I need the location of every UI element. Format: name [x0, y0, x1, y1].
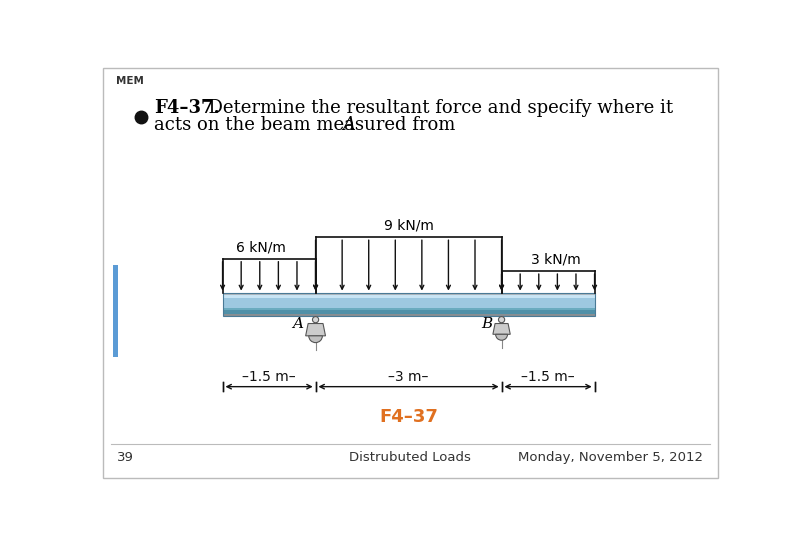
Text: Determine the resultant force and specify where it: Determine the resultant force and specif… — [197, 99, 673, 117]
Text: –1.5 m–: –1.5 m– — [242, 370, 296, 384]
Text: 3 kN/m: 3 kN/m — [531, 253, 581, 267]
Bar — [223, 310, 594, 314]
Text: MEM: MEM — [115, 76, 143, 85]
Text: A: A — [342, 116, 355, 133]
Text: F4–37: F4–37 — [379, 408, 438, 426]
Text: Distrubuted Loads: Distrubuted Loads — [349, 451, 471, 464]
Text: 39: 39 — [117, 451, 134, 464]
Text: Monday, November 5, 2012: Monday, November 5, 2012 — [518, 451, 703, 464]
Bar — [223, 308, 594, 310]
Text: A: A — [292, 316, 303, 330]
Bar — [223, 298, 594, 308]
Polygon shape — [493, 323, 510, 334]
Bar — [113, 265, 118, 357]
Text: –3 m–: –3 m– — [388, 370, 429, 384]
Circle shape — [312, 316, 319, 323]
Bar — [223, 293, 594, 295]
Text: acts on the beam measured from: acts on the beam measured from — [155, 116, 461, 133]
Text: F4–37.: F4–37. — [155, 99, 220, 117]
Circle shape — [498, 316, 505, 323]
Polygon shape — [306, 323, 325, 336]
Text: 9 kN/m: 9 kN/m — [384, 219, 433, 233]
Text: –1.5 m–: –1.5 m– — [521, 370, 575, 384]
Text: .: . — [350, 116, 356, 133]
Wedge shape — [496, 334, 508, 340]
Bar — [223, 295, 594, 298]
Text: 6 kN/m: 6 kN/m — [236, 240, 286, 254]
Text: B: B — [481, 316, 493, 330]
Bar — [223, 314, 594, 316]
Bar — [223, 293, 594, 316]
Wedge shape — [308, 336, 322, 342]
